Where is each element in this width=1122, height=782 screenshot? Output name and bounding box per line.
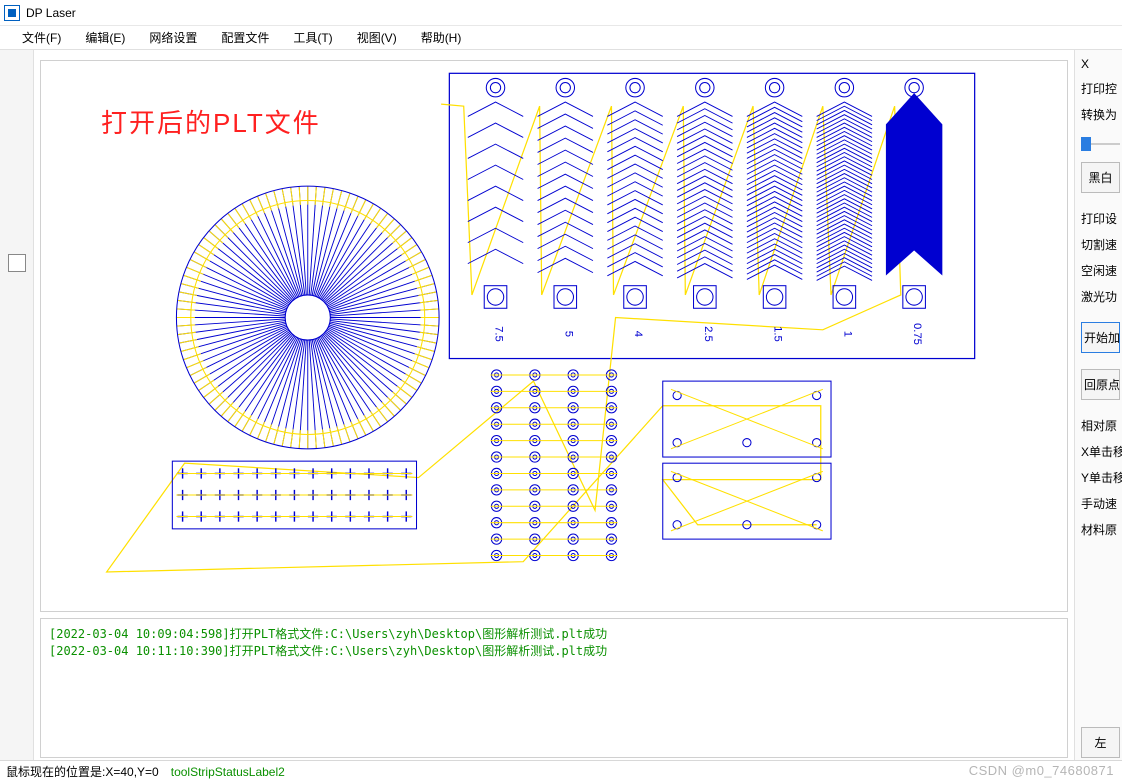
start-button[interactable]: 开始加 <box>1081 322 1120 353</box>
side-print-set: 打印设 <box>1079 207 1122 230</box>
side-cut-speed: 切割速 <box>1079 233 1122 256</box>
svg-text:4: 4 <box>632 331 644 337</box>
status-bar: 鼠标现在的位置是:X=40,Y=0 toolStripStatusLabel2 <box>0 760 1122 782</box>
side-material-origin: 材料原 <box>1079 518 1122 541</box>
menu-view[interactable]: 视图(V) <box>345 25 409 50</box>
left-button[interactable]: 左 <box>1081 727 1120 758</box>
side-idle-speed: 空闲速 <box>1079 259 1122 282</box>
side-x-label: X <box>1079 54 1122 74</box>
svg-text:2.5: 2.5 <box>702 326 714 342</box>
app-icon <box>4 5 20 21</box>
side-panel: X 打印控 转换为 黑白 打印设 切割速 空闲速 激光功 开始加 回原点 相对原… <box>1074 50 1122 760</box>
tool-strip-left <box>0 50 34 760</box>
bw-button[interactable]: 黑白 <box>1081 162 1120 193</box>
window-title: DP Laser <box>26 6 76 20</box>
titlebar: DP Laser <box>0 0 1122 26</box>
svg-text:7.5: 7.5 <box>493 326 505 342</box>
log-panel[interactable]: [2022-03-04 10:09:04:598]打开PLT格式文件:C:\Us… <box>40 618 1068 758</box>
svg-text:1: 1 <box>841 331 853 337</box>
convert-slider[interactable] <box>1081 131 1120 155</box>
side-rel-origin: 相对原 <box>1079 414 1122 437</box>
log-line: [2022-03-04 10:11:10:390]打开PLT格式文件:C:\Us… <box>49 642 1059 659</box>
status-mouse: 鼠标现在的位置是:X=40,Y=0 <box>6 763 159 780</box>
svg-text:5: 5 <box>562 331 574 337</box>
svg-text:1.5: 1.5 <box>772 326 784 342</box>
home-button[interactable]: 回原点 <box>1081 369 1120 400</box>
color-swatch-button[interactable] <box>8 254 26 272</box>
menu-edit[interactable]: 编辑(E) <box>73 25 137 50</box>
svg-text:0.75: 0.75 <box>911 323 923 345</box>
side-laser-power: 激光功 <box>1079 285 1122 308</box>
side-y-click: Y单击移 <box>1079 466 1122 489</box>
menu-network[interactable]: 网络设置 <box>137 25 209 50</box>
menubar: 文件(F) 编辑(E) 网络设置 配置文件 工具(T) 视图(V) 帮助(H) <box>0 26 1122 50</box>
menu-config[interactable]: 配置文件 <box>209 25 281 50</box>
menu-tools[interactable]: 工具(T) <box>281 25 344 50</box>
side-convert-to: 转换为 <box>1079 103 1122 126</box>
side-print-ctrl: 打印控 <box>1079 77 1122 100</box>
menu-file[interactable]: 文件(F) <box>10 25 73 50</box>
log-line: [2022-03-04 10:09:04:598]打开PLT格式文件:C:\Us… <box>49 625 1059 642</box>
drawing-canvas[interactable]: 7.5 5 4 2.5 1.5 1 0.75 打开后的PLT文件 <box>40 60 1068 612</box>
menu-help[interactable]: 帮助(H) <box>409 25 474 50</box>
side-manual-speed: 手动速 <box>1079 492 1122 515</box>
side-x-click: X单击移 <box>1079 440 1122 463</box>
overlay-annotation: 打开后的PLT文件 <box>101 103 321 140</box>
status-label2: toolStripStatusLabel2 <box>171 765 285 779</box>
